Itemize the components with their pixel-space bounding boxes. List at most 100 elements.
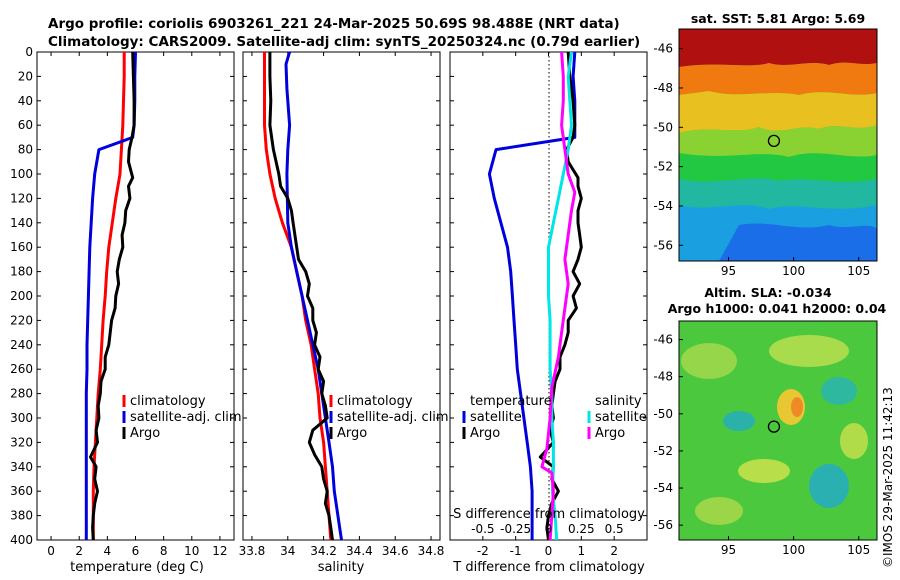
x-tick-label: 33.8	[239, 544, 266, 558]
sst-map-title: sat. SST: 5.81 Argo: 5.69	[691, 11, 865, 26]
map-x-tick-label: 100	[782, 264, 805, 278]
salinity-panel: 33.8 34 34.2 34.4 34.6 34.8 salinity climatol…	[239, 51, 449, 575]
series-line-satellite-adj-clim	[284, 51, 343, 541]
temperature-legend: climatology satellite-adj. clim Argo	[122, 394, 242, 441]
sla-map-title: Altim. SLA: -0.034	[704, 285, 832, 300]
map-x-tick-label: 100	[782, 543, 805, 557]
sla-blob	[681, 343, 737, 379]
sla-blob	[769, 335, 849, 367]
x-tick-label: 2	[75, 544, 83, 558]
legend-label: Argo	[130, 426, 160, 441]
sst-band-orange	[679, 62, 877, 95]
salinity-xlabel: salinity	[318, 560, 365, 575]
y-tick-label: 140	[10, 216, 33, 230]
sst-band-warm	[679, 29, 877, 67]
y-tick-label: 340	[10, 460, 33, 474]
sla-blob	[791, 397, 803, 417]
s-difference-label: S difference from climatology	[453, 507, 645, 522]
x-tick-label: 1	[578, 544, 586, 558]
temperature-xlabel: temperature (deg C)	[70, 560, 204, 575]
series-line-temperature-argo	[538, 51, 583, 541]
legend-label: Argo	[595, 426, 625, 441]
salinity-legend: climatology satellite-adj. clim Argo	[329, 394, 449, 441]
map-x-tick-label: 95	[721, 543, 736, 557]
x-tick-label: 12	[212, 544, 227, 558]
y-tick-label: 180	[10, 265, 33, 279]
x-tick-label: -2	[477, 544, 489, 558]
y-tick-label: 160	[10, 240, 33, 254]
series-line-salinity-argo	[540, 51, 577, 541]
map-y-tick-label: -46	[653, 333, 673, 347]
sla-map-frame	[678, 320, 878, 541]
sst-map-panel: sat. SST: 5.81 Argo: 5.69 95 100 105 -46 -48…	[653, 11, 878, 278]
map-x-tick-label: 105	[847, 264, 870, 278]
sst-band-deepblue	[719, 223, 877, 261]
y-tick-label: 40	[18, 94, 33, 108]
map-y-tick-label: -54	[653, 481, 673, 495]
legend-label: climatology	[130, 394, 206, 409]
x-tick-label: -1	[510, 544, 522, 558]
title-line-1: Argo profile: coriolis 6903261_221 24-Ma…	[48, 16, 620, 32]
s-tick-label: 0.5	[605, 522, 624, 536]
sst-heatmap	[679, 29, 877, 261]
x-tick-label: 4	[104, 544, 112, 558]
x-tick-label: 10	[184, 544, 199, 558]
legend-label: Argo	[337, 426, 367, 441]
y-tick-label: 20	[18, 69, 33, 83]
series-line-salinity-satellite	[547, 51, 573, 541]
sla-blob	[723, 411, 755, 431]
map-y-tick-label: -52	[653, 160, 673, 174]
y-tick-label: 240	[10, 338, 33, 352]
s-tick-label: -0.5	[471, 522, 494, 536]
s-tick-label: 0	[545, 522, 553, 536]
map-y-tick-label: -52	[653, 444, 673, 458]
series-line-argo	[89, 51, 136, 541]
legend-label: satellite-adj. clim	[130, 410, 242, 425]
float-position-marker	[767, 134, 781, 148]
copyright-stamp: ©IMOS 29-Mar-2025 11:42:13	[881, 387, 895, 568]
s-tick-label: -0.25	[500, 522, 531, 536]
float-position-marker	[767, 420, 781, 433]
sla-blob	[695, 497, 743, 525]
legend-label: satellite	[595, 410, 647, 425]
map-y-tick-label: -48	[653, 370, 673, 384]
y-tick-label: 220	[10, 313, 33, 327]
legend-label: satellite-adj. clim	[337, 410, 449, 425]
x-tick-label: 0	[47, 544, 55, 558]
x-tick-label: 34.6	[382, 544, 409, 558]
s-tick-label: 0.25	[568, 522, 595, 536]
sst-band-lightgreen	[679, 125, 877, 157]
y-tick-label: 300	[10, 411, 33, 425]
sla-blob	[840, 423, 868, 459]
sla-blob	[738, 459, 790, 483]
salinity-axes-frame	[242, 51, 441, 541]
y-tick-label: 200	[10, 289, 33, 303]
y-tick-label: 260	[10, 362, 33, 376]
legend-label: satellite	[470, 410, 522, 425]
y-tick-label: 80	[18, 143, 33, 157]
x-tick-label: 34	[280, 544, 295, 558]
legend-label: climatology	[337, 394, 413, 409]
map-x-tick-label: 105	[847, 543, 870, 557]
y-tick-label: 360	[10, 484, 33, 498]
legend-header-temperature: temperature	[470, 394, 552, 409]
y-tick-label: 100	[10, 167, 33, 181]
sst-map-frame	[678, 28, 878, 262]
y-tick-label: 60	[18, 118, 33, 132]
difference-legend: temperature salinity satellite Argo sate…	[462, 394, 647, 441]
map-x-tick-label: 95	[721, 264, 736, 278]
sla-map-panel: Altim. SLA: -0.034 Argo h1000: 0.041 h20…	[653, 285, 886, 557]
y-tick-label: 280	[10, 387, 33, 401]
map-y-tick-label: -46	[653, 42, 673, 56]
y-tick-label: 320	[10, 435, 33, 449]
title-line-2: Climatology: CARS2009. Satellite-adj cli…	[48, 34, 640, 50]
x-tick-label: 2	[610, 544, 618, 558]
difference-panel: -2 -1 0 1 2 T difference from climatology S …	[449, 51, 648, 575]
sst-band-yellow	[679, 91, 877, 133]
map-y-tick-label: -48	[653, 81, 673, 95]
difference-xlabel: T difference from climatology	[452, 560, 645, 575]
map-y-tick-label: -56	[653, 518, 673, 532]
sla-blob	[821, 377, 857, 405]
map-y-tick-label: -50	[653, 407, 673, 421]
